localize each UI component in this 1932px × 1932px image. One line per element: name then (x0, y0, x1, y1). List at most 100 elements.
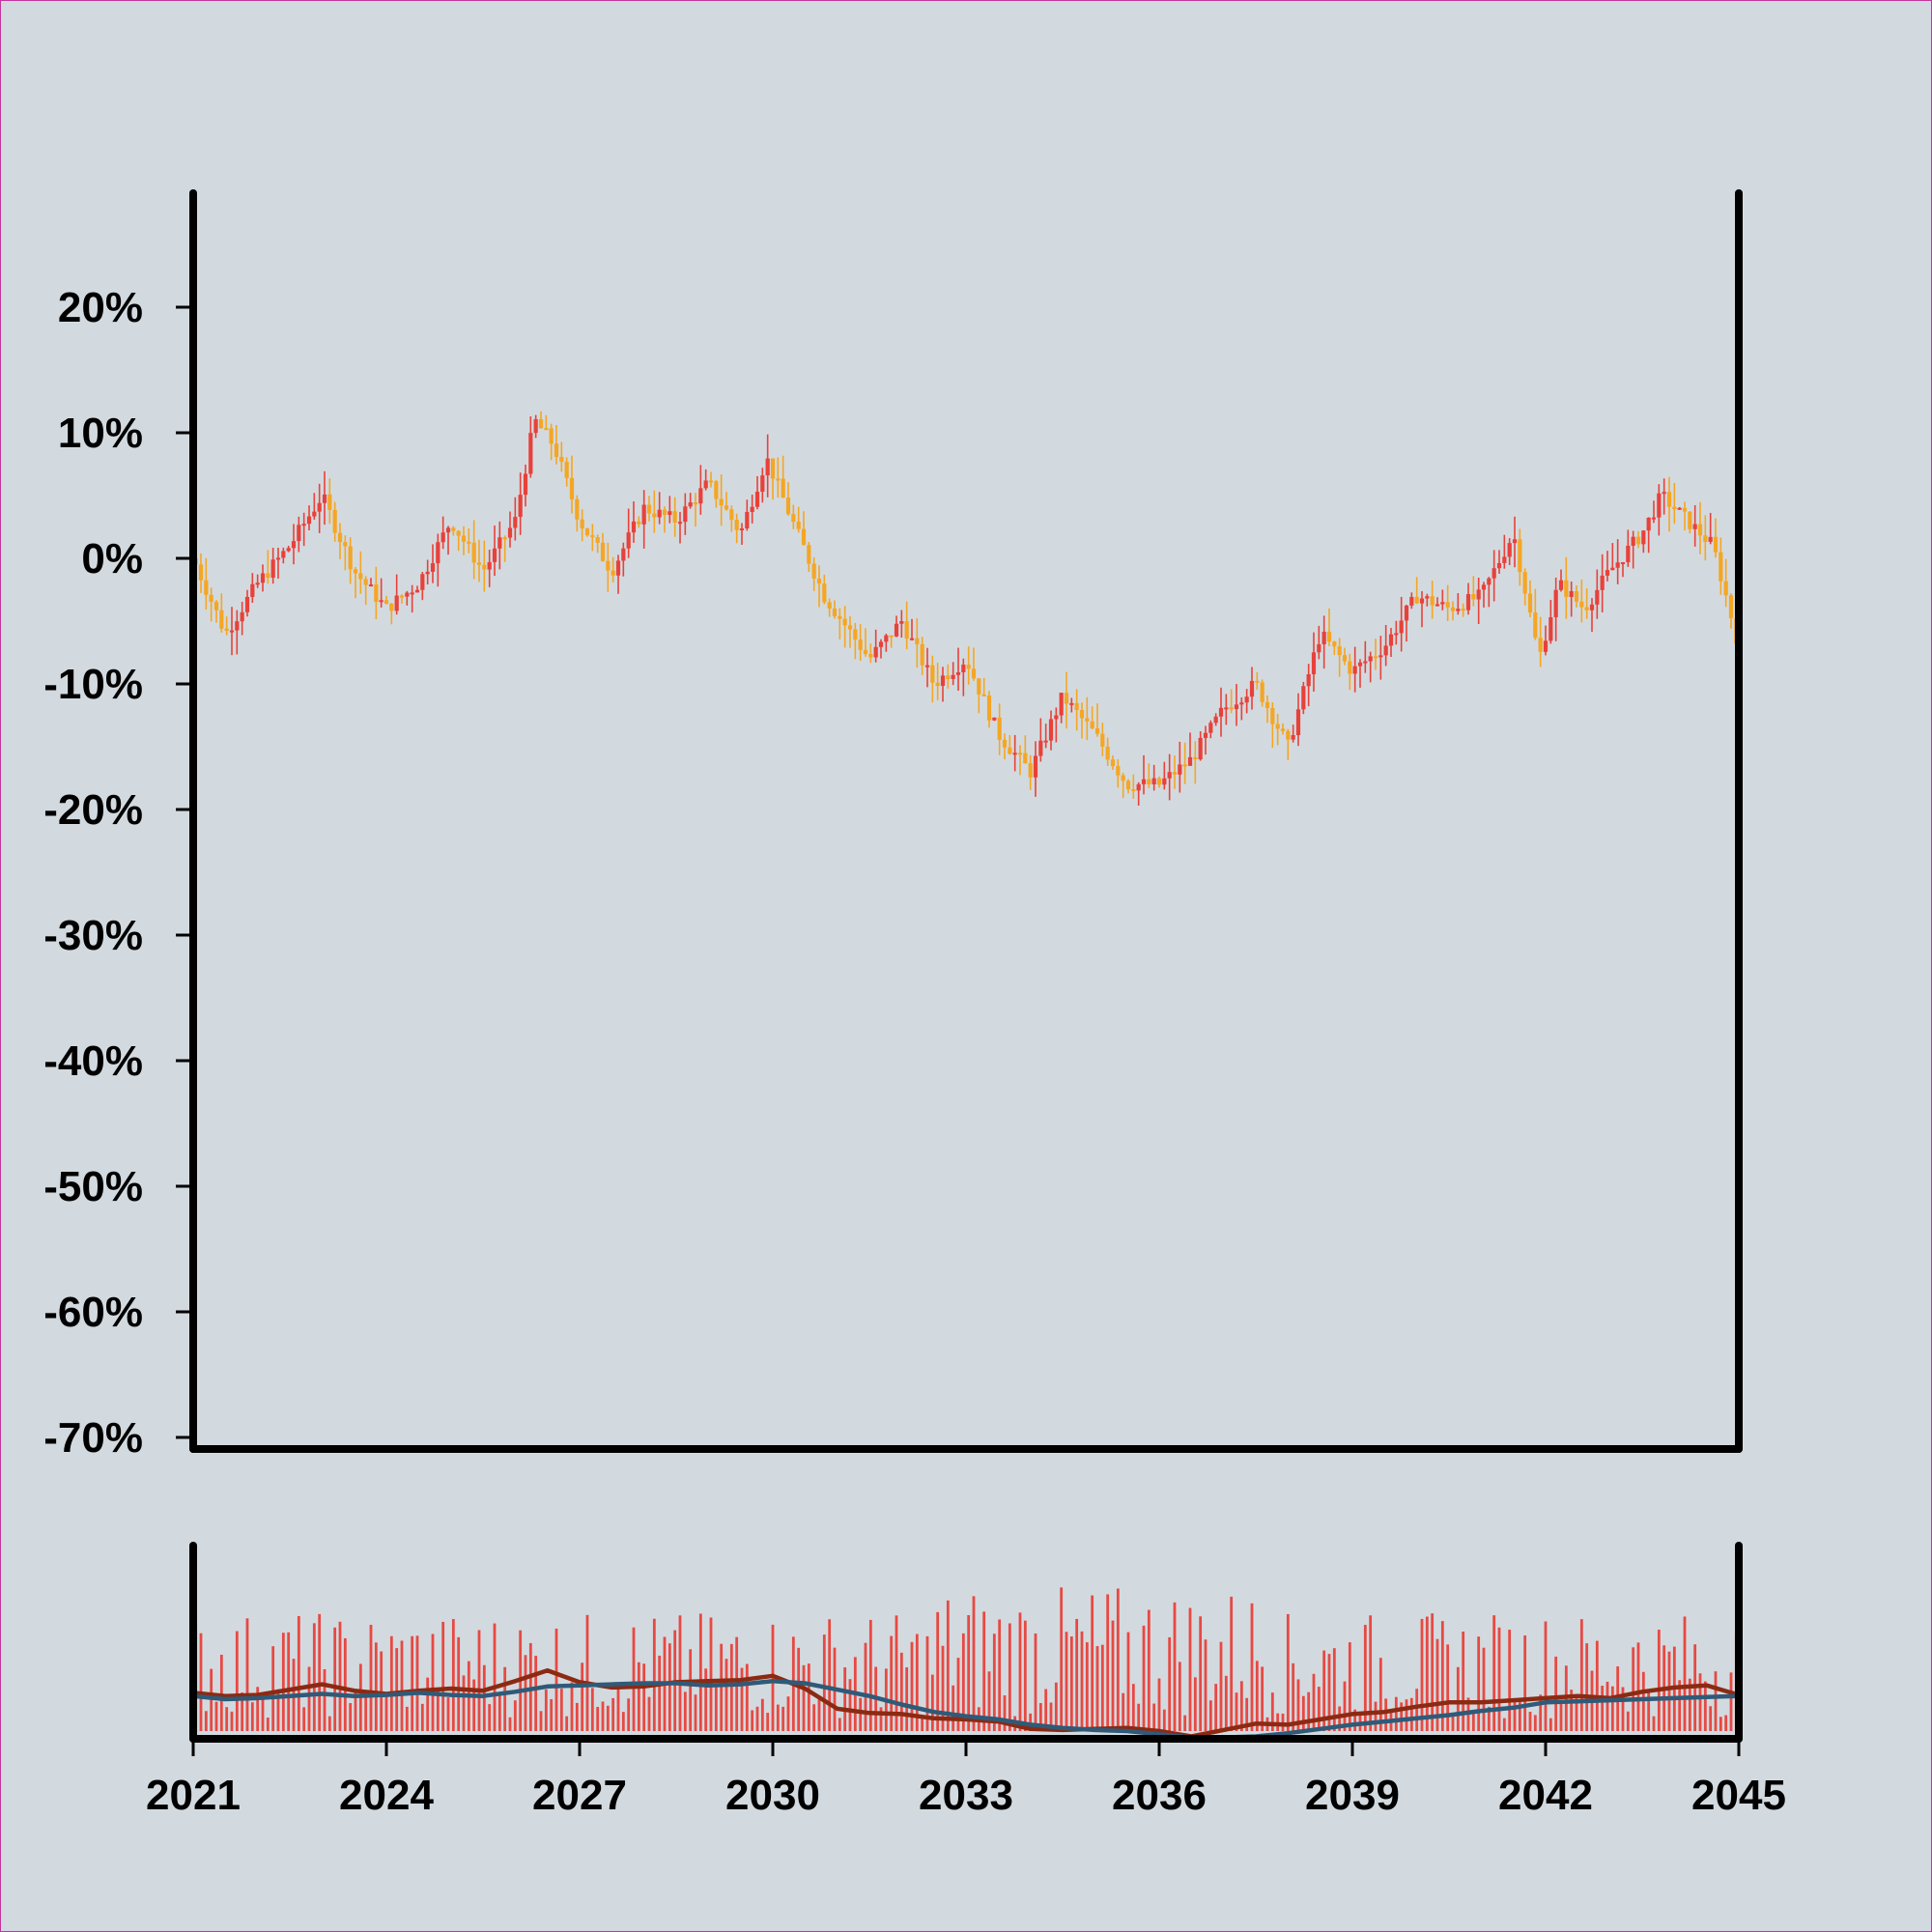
candle (853, 622, 858, 660)
candle-body (1507, 543, 1512, 557)
candle-body (1635, 536, 1641, 545)
volume-bar (1492, 1615, 1496, 1731)
candle (507, 511, 513, 548)
candle-body (445, 527, 451, 533)
candle-body (1450, 607, 1456, 611)
candle (538, 411, 544, 429)
candle-body (1178, 764, 1182, 775)
candle (1496, 550, 1502, 575)
volume-bar (895, 1615, 898, 1731)
candle (379, 578, 384, 608)
volume-bar (420, 1703, 424, 1731)
volume-bar (333, 1627, 337, 1731)
candle (1419, 590, 1425, 628)
candle (1399, 596, 1404, 652)
volume-bar (590, 1688, 594, 1731)
volume-bar (1261, 1666, 1264, 1731)
volume-bar (354, 1692, 357, 1731)
candle-body (1579, 601, 1584, 608)
volume-bar (241, 1692, 244, 1731)
candle-body (853, 629, 858, 640)
candle-body (399, 595, 405, 598)
volume-bar (760, 1698, 764, 1731)
candle (1352, 646, 1357, 693)
candle (260, 564, 266, 592)
candle (569, 455, 575, 514)
candle-body (683, 506, 688, 523)
candle-body (1373, 656, 1378, 659)
candle-body (482, 564, 487, 570)
volume-bar (1528, 1712, 1532, 1731)
candle (708, 471, 714, 488)
volume-bar (250, 1702, 254, 1731)
volume-bar (426, 1677, 430, 1731)
candle-body (1147, 779, 1151, 784)
candle-body (1419, 598, 1425, 604)
volume-bar (766, 1713, 770, 1731)
candle-body (719, 498, 724, 506)
candle-body (1363, 661, 1368, 664)
candle-body (801, 528, 807, 546)
candle-body (641, 504, 646, 525)
candle (1239, 696, 1244, 721)
candle-body (1461, 609, 1465, 611)
candle-body (1394, 633, 1399, 636)
candle-body (1208, 723, 1213, 733)
volume-bar (817, 1698, 821, 1731)
volume-bar (1471, 1710, 1475, 1731)
volume-bar (658, 1655, 662, 1731)
candle-body (1626, 545, 1631, 563)
candle (626, 508, 631, 558)
candle-body (1352, 666, 1357, 674)
volume-bar (415, 1635, 419, 1731)
candle (1317, 625, 1321, 660)
candle (219, 593, 224, 633)
candle (1198, 731, 1203, 761)
candle (436, 533, 440, 587)
volume-bar (694, 1694, 697, 1731)
volume-bar (1378, 1658, 1382, 1731)
volume-bar (503, 1666, 507, 1731)
candle (590, 524, 595, 552)
volume-bar (729, 1643, 733, 1731)
candle (652, 490, 657, 533)
volume-bar (1281, 1713, 1285, 1731)
candle-body (538, 418, 544, 429)
candle (1264, 695, 1270, 724)
candle-body (1213, 716, 1218, 724)
candle-body (1234, 704, 1239, 710)
volume-bar (1224, 1675, 1228, 1731)
candle-body (575, 498, 580, 520)
volume-bar (374, 1642, 378, 1731)
volume-bar (1301, 1695, 1305, 1731)
candle-body (1518, 539, 1522, 573)
volume-bar (318, 1613, 322, 1731)
candle (1321, 615, 1326, 669)
candle-body (584, 528, 590, 536)
candle (425, 559, 430, 585)
volume-bar (281, 1633, 285, 1731)
volume-bar (781, 1706, 785, 1731)
candle (754, 475, 760, 510)
candle (1193, 741, 1198, 784)
candle-body (940, 675, 946, 687)
candle (930, 655, 935, 703)
volume-bar (1131, 1684, 1135, 1731)
volume-bar (1374, 1701, 1378, 1731)
y-tick-label: -70% (43, 1414, 143, 1462)
volume-bar (256, 1687, 260, 1731)
candle-body (1326, 631, 1332, 642)
candle-body (569, 477, 575, 499)
candle-body (961, 665, 966, 672)
candle (677, 512, 683, 544)
candle-body (615, 560, 621, 576)
candle (209, 587, 213, 622)
candle (240, 601, 244, 636)
candle (1430, 581, 1435, 619)
candle-body (1512, 539, 1518, 544)
volume-bar (807, 1663, 810, 1731)
candle-body (436, 542, 440, 564)
candle (1054, 707, 1059, 743)
candle-body (1558, 580, 1564, 590)
volume-bar (879, 1707, 883, 1731)
